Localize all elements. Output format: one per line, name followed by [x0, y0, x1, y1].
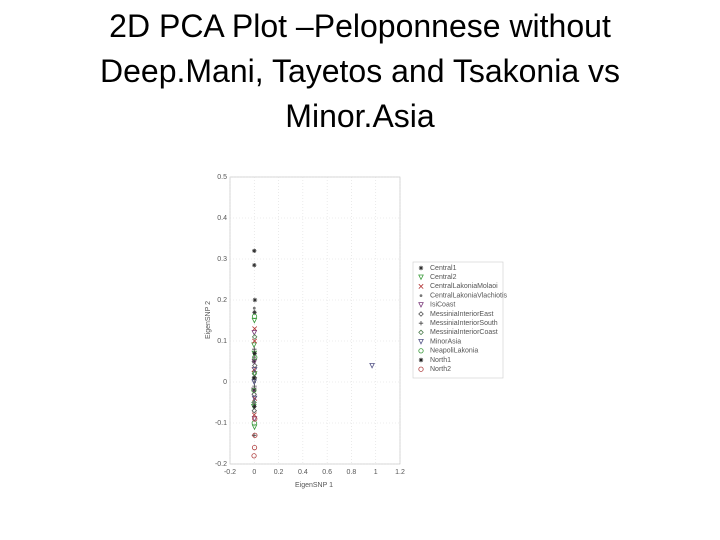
point	[251, 359, 257, 364]
point	[251, 367, 258, 373]
point	[251, 387, 257, 393]
legend-marker	[418, 302, 424, 308]
x-tick-label: -0.2	[224, 469, 236, 476]
legend-marker	[418, 366, 424, 372]
legend-label: NeapoliLakonia	[430, 348, 478, 355]
legend-label: North1	[430, 357, 451, 364]
point	[252, 351, 257, 356]
legend-label: MessiniaInteriorEast	[430, 311, 493, 318]
legend-label: MinorAsia	[430, 338, 461, 345]
point	[252, 388, 257, 393]
legend-marker	[419, 294, 423, 298]
point	[252, 347, 257, 352]
point	[251, 453, 257, 459]
point	[252, 297, 258, 303]
x-tick-label: 1.2	[395, 469, 405, 476]
legend-label: IsiCoast	[430, 302, 455, 309]
legend-marker	[418, 329, 424, 336]
point	[251, 395, 258, 402]
point	[252, 401, 256, 404]
y-tick-label: 0.1	[217, 338, 227, 345]
y-tick-label: -0.1	[215, 420, 227, 427]
point	[251, 342, 257, 349]
point	[253, 355, 256, 359]
point	[252, 338, 258, 344]
point	[251, 330, 258, 336]
legend-box	[412, 261, 504, 379]
point	[252, 306, 256, 310]
legend-marker	[418, 339, 424, 345]
point	[251, 444, 258, 451]
x-axis-label: EigenSNP 1	[295, 482, 333, 489]
legend-marker	[418, 357, 424, 363]
legend-marker	[418, 283, 424, 289]
legend-label: MessiniaInteriorSouth	[430, 320, 498, 327]
legend-label: CentralLakoniaMolaoi	[430, 283, 498, 290]
y-tick-label: 0.4	[217, 215, 227, 222]
legend-label: Central2	[430, 274, 457, 281]
point	[252, 262, 257, 268]
legend-label: Central1	[430, 265, 457, 272]
point	[369, 363, 375, 369]
legend-label: North2	[430, 366, 451, 373]
legend-marker	[418, 311, 424, 317]
point	[251, 334, 258, 340]
legend-label: CentralLakoniaVlachiotis	[430, 292, 508, 299]
point	[252, 326, 258, 332]
point	[251, 412, 257, 418]
point	[251, 313, 258, 319]
legend-marker	[418, 265, 424, 271]
point	[252, 310, 257, 315]
legend-marker	[418, 321, 424, 326]
y-axis-label: EigenSNP 2	[205, 301, 212, 339]
point	[252, 404, 257, 409]
x-tick-label: 1	[374, 469, 378, 476]
legend-marker	[418, 274, 424, 281]
y-tick-label: 0.5	[217, 174, 227, 181]
legend-marker	[418, 348, 424, 354]
x-tick-label: 0	[252, 469, 256, 476]
y-tick-label: -0.2	[215, 461, 227, 468]
x-tick-label: 0.8	[347, 469, 357, 476]
x-tick-label: 0.4	[298, 469, 308, 476]
point	[251, 407, 258, 414]
y-tick-label: 0.3	[217, 256, 227, 263]
point	[252, 416, 258, 422]
x-tick-label: 0.2	[274, 469, 284, 476]
y-tick-label: 0.2	[217, 297, 227, 304]
point	[252, 383, 257, 389]
point	[252, 432, 258, 438]
slide-title: 2D PCA Plot –Peloponnese without Deep.Ma…	[99, 8, 620, 134]
x-tick-label: 0.6	[322, 469, 332, 476]
point	[252, 248, 257, 253]
y-tick-label: 0	[223, 379, 227, 386]
point	[251, 375, 257, 381]
legend-label: MessiniaInteriorCoast	[430, 329, 498, 336]
